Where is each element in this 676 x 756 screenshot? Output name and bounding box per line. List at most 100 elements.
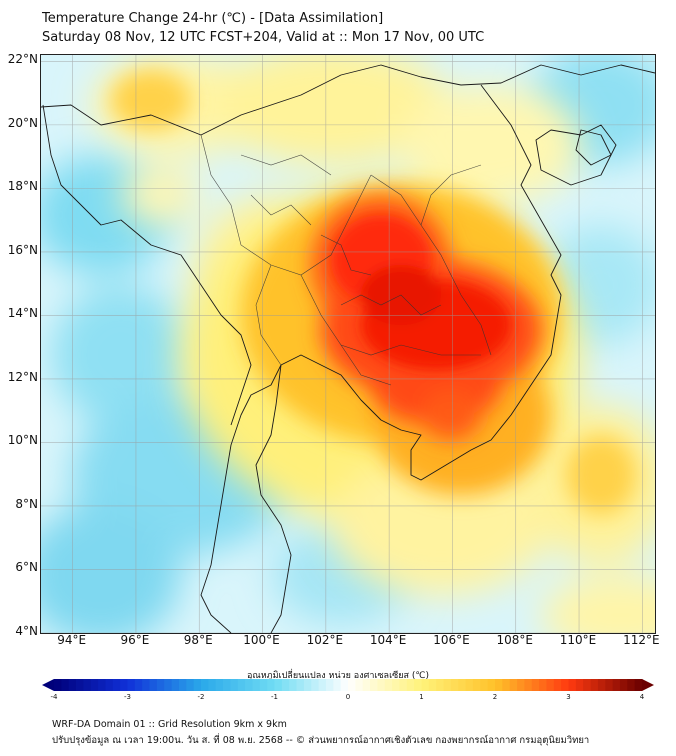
colorbar-cell	[443, 679, 452, 691]
colorbar-cell	[142, 679, 150, 691]
colorbar-cell	[605, 679, 613, 691]
lat-label: 6°N	[15, 560, 38, 575]
lat-label: 4°N	[15, 624, 38, 638]
colorbar-cell	[149, 679, 158, 691]
colorbar-tick-label: 3	[566, 693, 571, 701]
colorbar-tick-label: -4	[50, 693, 58, 701]
colorbar-cell	[495, 679, 503, 691]
colorbar-cell	[612, 679, 621, 691]
colorbar-cell	[171, 679, 180, 691]
colorbar-cell	[531, 679, 540, 691]
colorbar-cell	[597, 679, 606, 691]
colorbar-cell	[105, 679, 114, 691]
colorbar-cell	[325, 679, 334, 691]
colorbar-cell	[561, 679, 569, 691]
lon-label: 98°E	[183, 633, 213, 647]
colorbar-cell	[392, 679, 400, 691]
colorbar-cell	[384, 679, 393, 691]
temperature-change-field	[41, 55, 655, 633]
lon-label: 96°E	[120, 633, 150, 647]
graticule	[41, 55, 655, 633]
colorbar-cell	[377, 679, 386, 691]
colorbar-cell	[340, 679, 349, 691]
lat-label: 10°N	[7, 433, 38, 448]
colorbar-cell	[134, 679, 143, 691]
colorbar-cells	[42, 679, 654, 691]
colorbar-tick-label: -2	[197, 693, 205, 701]
colorbar-cell	[619, 679, 628, 691]
lat-label: 16°N	[7, 242, 38, 257]
colorbar-cell	[553, 679, 562, 691]
colorbar-label: อุณหภูมิเปลี่ยนแปลง หน่วย องศาเซลเซียส (…	[246, 671, 430, 681]
colorbar-cell	[289, 679, 297, 691]
colorbar-cell	[215, 679, 224, 691]
colorbar-tick-label: 4	[639, 693, 645, 701]
colorbar-cell	[465, 679, 474, 691]
colorbar-cell	[303, 679, 312, 691]
colorbar-cell	[296, 679, 305, 691]
lat-label: 8°N	[15, 496, 38, 511]
lat-label: 14°N	[7, 306, 38, 321]
colorbar-cell	[502, 679, 511, 691]
colorbar-tick-label: 1	[419, 693, 424, 701]
colorbar-cell	[590, 679, 599, 691]
colorbar-cell	[164, 679, 172, 691]
colorbar-cell	[54, 679, 62, 691]
footer-model-info: WRF-DA Domain 01 :: Grid Resolution 9km …	[52, 719, 287, 730]
colorbar-cell	[259, 679, 268, 691]
map-title: Temperature Change 24-hr (℃) - [Data Ass…	[42, 11, 384, 26]
colorbar-cell	[156, 679, 165, 691]
colorbar-cell	[362, 679, 371, 691]
colorbar-cell	[76, 679, 84, 691]
colorbar-cell	[509, 679, 518, 691]
colorbar-cell	[436, 679, 444, 691]
lat-label: 18°N	[7, 179, 38, 194]
colorbar-cell	[472, 679, 481, 691]
colorbar-cell	[61, 679, 70, 691]
lon-label: 106°E	[433, 633, 470, 647]
colorbar-cell	[421, 679, 430, 691]
colorbar-extend-high	[642, 679, 654, 691]
coastlines	[41, 64, 655, 633]
colorbar-cell	[414, 679, 422, 691]
lon-label: 112°E	[623, 633, 660, 647]
colorbar-cell	[112, 679, 121, 691]
colorbar-cell	[178, 679, 187, 691]
colorbar-cell	[450, 679, 459, 691]
lat-label: 22°N	[7, 52, 38, 67]
colorbar-cell	[480, 679, 489, 691]
lon-label: 102°E	[306, 633, 344, 647]
lat-label: 20°N	[7, 115, 38, 130]
field-layer-hot-core	[331, 215, 511, 370]
colorbar-cell	[193, 679, 202, 691]
colorbar-cell	[333, 679, 342, 691]
colorbar-cell	[186, 679, 195, 691]
colorbar-cell	[575, 679, 584, 691]
lon-label: 104°E	[369, 633, 407, 647]
lon-label: 110°E	[559, 633, 597, 647]
colorbar-extend-low	[42, 679, 54, 691]
colorbar-cell	[348, 679, 356, 691]
colorbar-cell	[274, 679, 283, 691]
colorbar-cell	[281, 679, 290, 691]
colorbar-cell	[68, 679, 77, 691]
colorbar-cell	[487, 679, 496, 691]
colorbar	[42, 679, 654, 691]
colorbar-cell	[539, 679, 547, 691]
colorbar-cell	[546, 679, 555, 691]
map-area[interactable]	[40, 54, 656, 634]
colorbar-cell	[237, 679, 246, 691]
colorbar-cell	[230, 679, 239, 691]
colorbar-tick-label: 0	[345, 693, 351, 701]
lat-label: 12°N	[7, 369, 38, 384]
colorbar-cell	[627, 679, 636, 691]
colorbar-cell	[355, 679, 364, 691]
colorbar-cell	[524, 679, 533, 691]
colorbar-cell	[120, 679, 128, 691]
colorbar-cell	[201, 679, 209, 691]
colorbar-cell	[127, 679, 136, 691]
colorbar-cell	[208, 679, 217, 691]
map-subtitle: Saturday 08 Nov, 12 UTC FCST+204, Valid …	[42, 30, 485, 45]
colorbar-cell	[223, 679, 231, 691]
colorbar-cell	[83, 679, 92, 691]
